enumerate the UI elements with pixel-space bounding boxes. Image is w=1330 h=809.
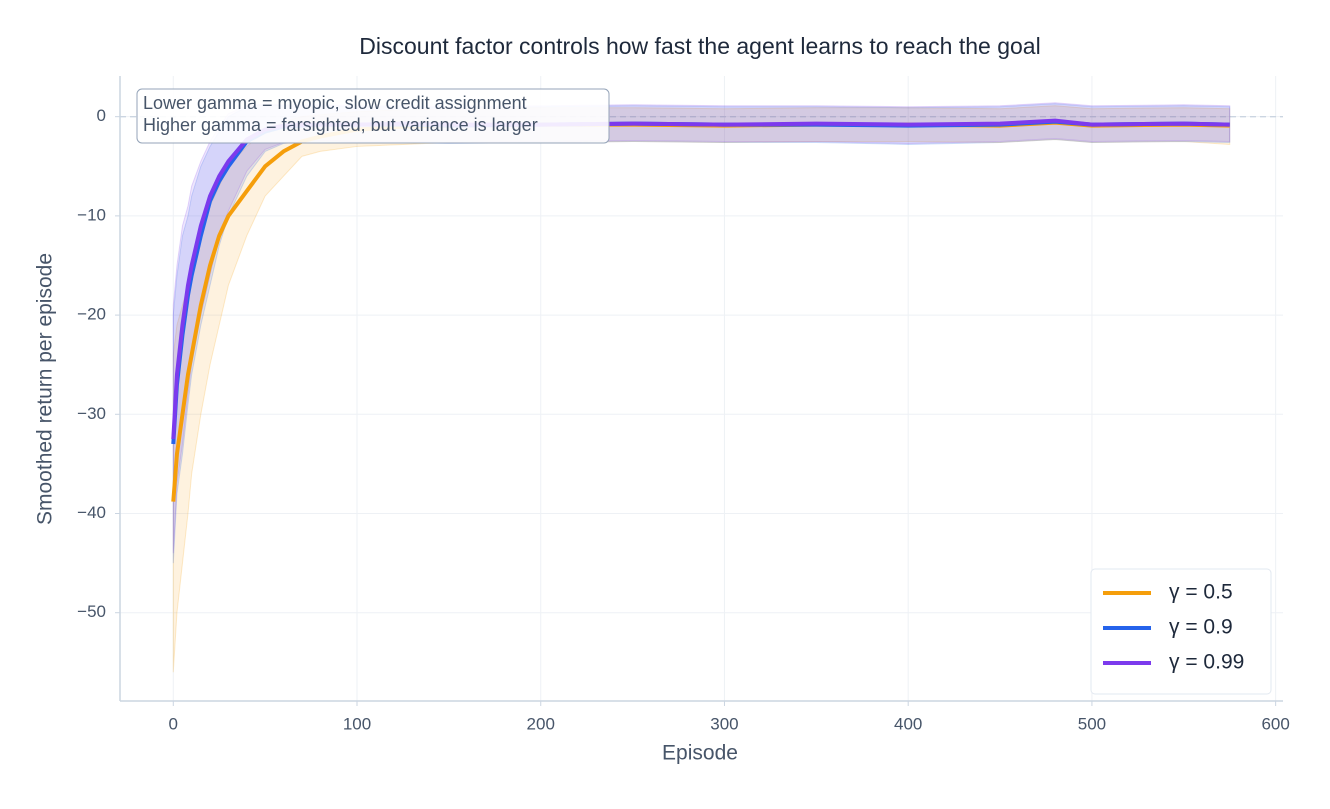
x-tick-label: 0 — [169, 714, 178, 733]
x-tick-label: 100 — [343, 714, 371, 733]
x-tick-label: 200 — [527, 714, 555, 733]
line — [171, 119, 1230, 445]
y-tick-label: −50 — [77, 602, 106, 621]
legend-label: γ = 0.5 — [1169, 581, 1233, 604]
y-tick-label: 0 — [97, 106, 106, 125]
y-axis-label: Smoothed return per episode — [34, 253, 57, 525]
y-tick-label: −40 — [77, 503, 106, 522]
x-tick-label: 600 — [1261, 714, 1289, 733]
y-tick-label: −10 — [77, 205, 106, 224]
x-axis-label: Episode — [662, 742, 738, 765]
chart-title: Discount factor controls how fast the ag… — [359, 33, 1040, 59]
y-tick-label: −20 — [77, 305, 106, 324]
band — [172, 105, 1231, 673]
annotation-box — [136, 88, 610, 144]
x-tick-label: 400 — [894, 714, 922, 733]
legend-label: γ = 0.9 — [1169, 616, 1233, 639]
band — [172, 103, 1231, 564]
line — [171, 120, 1230, 502]
annotation: Lower gamma = myopic, slow credit assign… — [143, 93, 527, 113]
line — [171, 118, 1230, 440]
y-tick-label: −30 — [77, 404, 106, 423]
x-tick-label: 500 — [1078, 714, 1106, 733]
legend-label: γ = 0.99 — [1169, 651, 1244, 674]
annotation: Higher gamma = farsighted, but variance … — [143, 115, 538, 135]
band — [172, 102, 1231, 554]
x-tick-label: 300 — [710, 714, 738, 733]
